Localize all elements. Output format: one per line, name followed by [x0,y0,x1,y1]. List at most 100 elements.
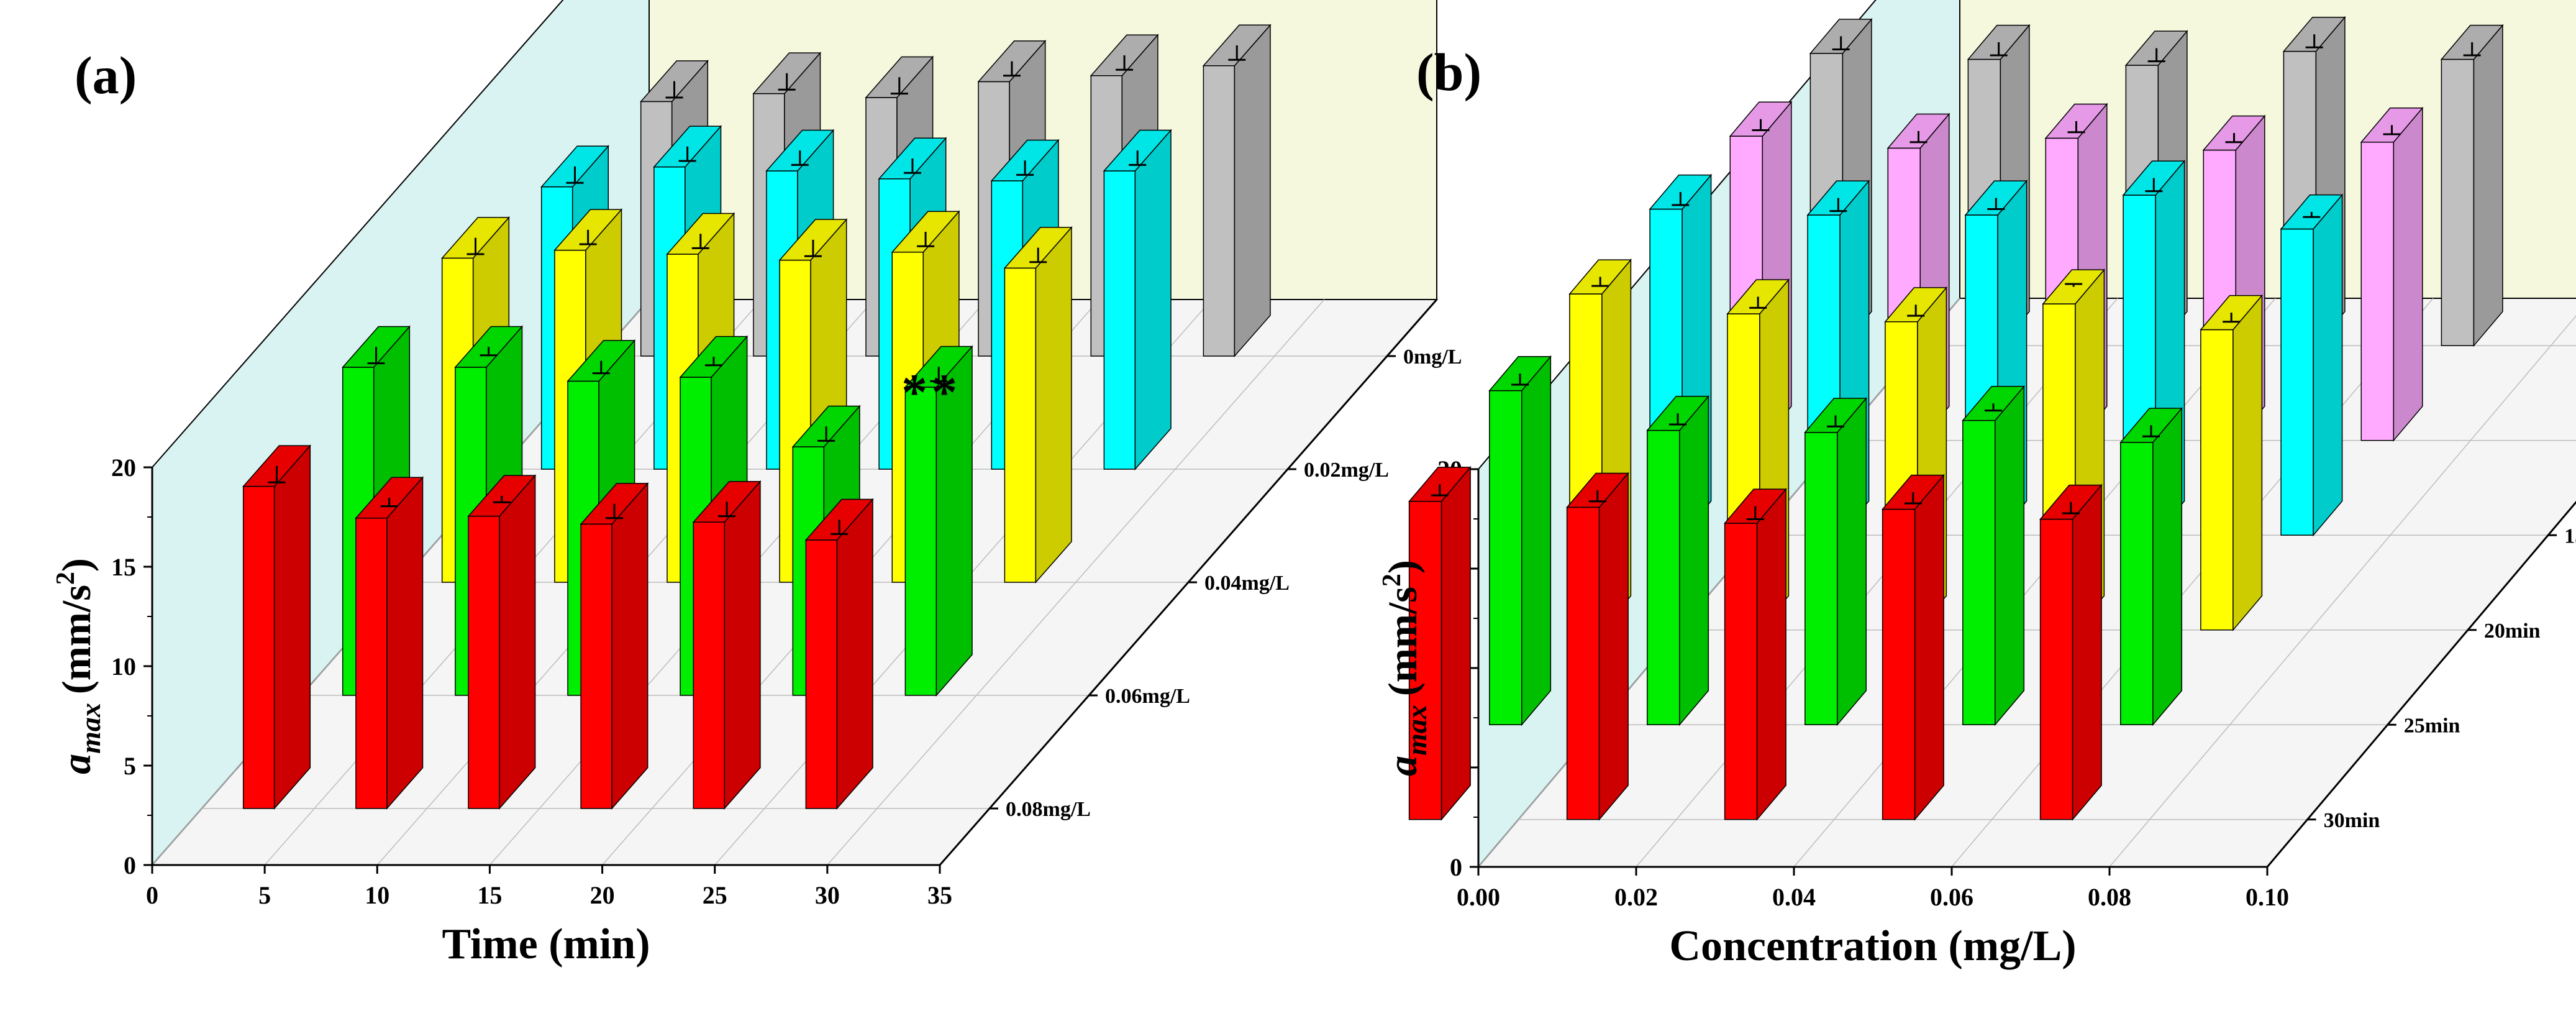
depth-label: 20min [2484,620,2541,643]
bar-side [2232,294,2263,631]
x-tick-label: 20 [590,881,615,909]
x-tick-label: 25 [703,881,727,909]
floor-gridline [1951,298,2434,868]
bar-side [1134,129,1172,470]
bar-top [1646,396,1709,431]
depth-label: 15min [2564,524,2576,547]
bar-30min-3 [1881,474,1945,821]
x-tick-label: 0.02 [1614,883,1658,911]
bar-top [2282,16,2346,52]
bar-top [1806,180,1870,216]
bar-front [2200,329,2234,631]
bar-25min-4 [2119,406,2183,726]
bar-front [242,485,275,809]
depth-label: 0mg/L [1403,346,1462,369]
floor-gridline [1793,298,2276,868]
x-tick-label: 5 [258,881,271,909]
bar-front [693,521,726,809]
bar-front [2280,228,2314,536]
depth-label: 0.08mg/L [1006,798,1091,821]
bar-top [1729,101,1793,137]
bar-top [1881,474,1945,510]
bar-front [1203,65,1236,357]
bar-side [2473,24,2503,347]
depth-label: 25min [2404,714,2460,737]
depth-label: 0.02mg/L [1304,459,1389,482]
bar-side [1679,395,1709,726]
y-title-part: max [75,703,106,754]
bar-top [2122,160,2186,196]
bar-front [1004,267,1037,583]
bar-side [1598,472,1629,821]
bar-side [386,476,424,810]
bar-side [1837,396,1867,726]
bar-front [2441,58,2475,347]
bar-top [2042,269,2106,304]
bar-side [2313,193,2343,537]
bar-004mgL-5 [1003,226,1073,584]
bar-top [2202,115,2266,151]
bar-10min-4 [2360,106,2424,442]
bar-30min-0 [1408,465,1472,821]
bar-30min-4 [2039,483,2103,821]
bar-front [1805,432,1838,726]
bar-008mgL-5 [804,498,874,810]
floor-gridline [2109,315,2576,868]
bar-008mgL-0 [242,444,311,810]
y-title-part: ) [54,558,99,572]
bar-15min-4 [2280,193,2344,537]
x-tick-label: 10 [365,881,389,909]
x-tick-label: 35 [927,881,952,909]
y-tick-label: 5 [124,752,136,780]
bar-top [1962,386,2025,421]
bar-side [2072,483,2102,821]
y-tick-label: 15 [111,553,136,581]
bar-25min-0 [1488,355,1552,726]
y-title-part: a [54,754,99,774]
bar-25min-2 [1804,396,1867,726]
bar-side [611,482,649,810]
bar-side [836,498,873,810]
bar-front [1724,523,1758,820]
bar-30min-1 [1565,472,1629,821]
bar-front [2039,518,2073,820]
panel-label: (a) [75,45,137,105]
bar-side [1914,474,1944,821]
x-tick-label: 0.00 [1457,883,1500,911]
bar-front [805,539,838,809]
x-tick-label: 15 [477,881,502,909]
y-axis-title: amax (mm/s2) [52,558,106,774]
y-title-part: 2 [1378,574,1406,587]
x-tick-label: 0 [146,881,158,909]
bar-top [2039,484,2103,520]
floor-gridline [1636,298,2118,868]
y-tick-label: 10 [111,652,136,680]
bar-008mgL-4 [692,480,762,810]
depth-label: 30min [2324,809,2380,832]
x-tick-label: 30 [815,881,840,909]
bar-0mgL-5 [1202,24,1272,357]
x-tick-label: 0.10 [2246,883,2289,911]
y-tick-label: 0 [1450,853,1462,881]
bar-front [1103,170,1136,470]
significance-annotation: ** [901,364,961,421]
bar-front [1566,506,1600,820]
y-title-part: ) [1380,560,1426,574]
bar-front [904,387,937,696]
bar-front [2120,442,2154,726]
bar-20min-4 [2200,294,2264,631]
bar-002mgL-5 [1103,129,1172,470]
bar-side [2393,106,2423,442]
y-title-part: 2 [52,572,80,585]
bar-008mgL-3 [580,482,649,810]
bar-5min-4 [2440,24,2504,347]
panel-b-concentration-chart: 051015200.000.020.040.060.080.1030min25m… [1378,0,2576,970]
bar-front [1489,390,1522,726]
x-tick-label: 0.06 [1930,883,1973,911]
x-tick-label: 0.04 [1772,883,1816,911]
bar-front [1882,508,1916,820]
bar-side [499,474,536,810]
y-tick-label: 0 [124,851,136,879]
